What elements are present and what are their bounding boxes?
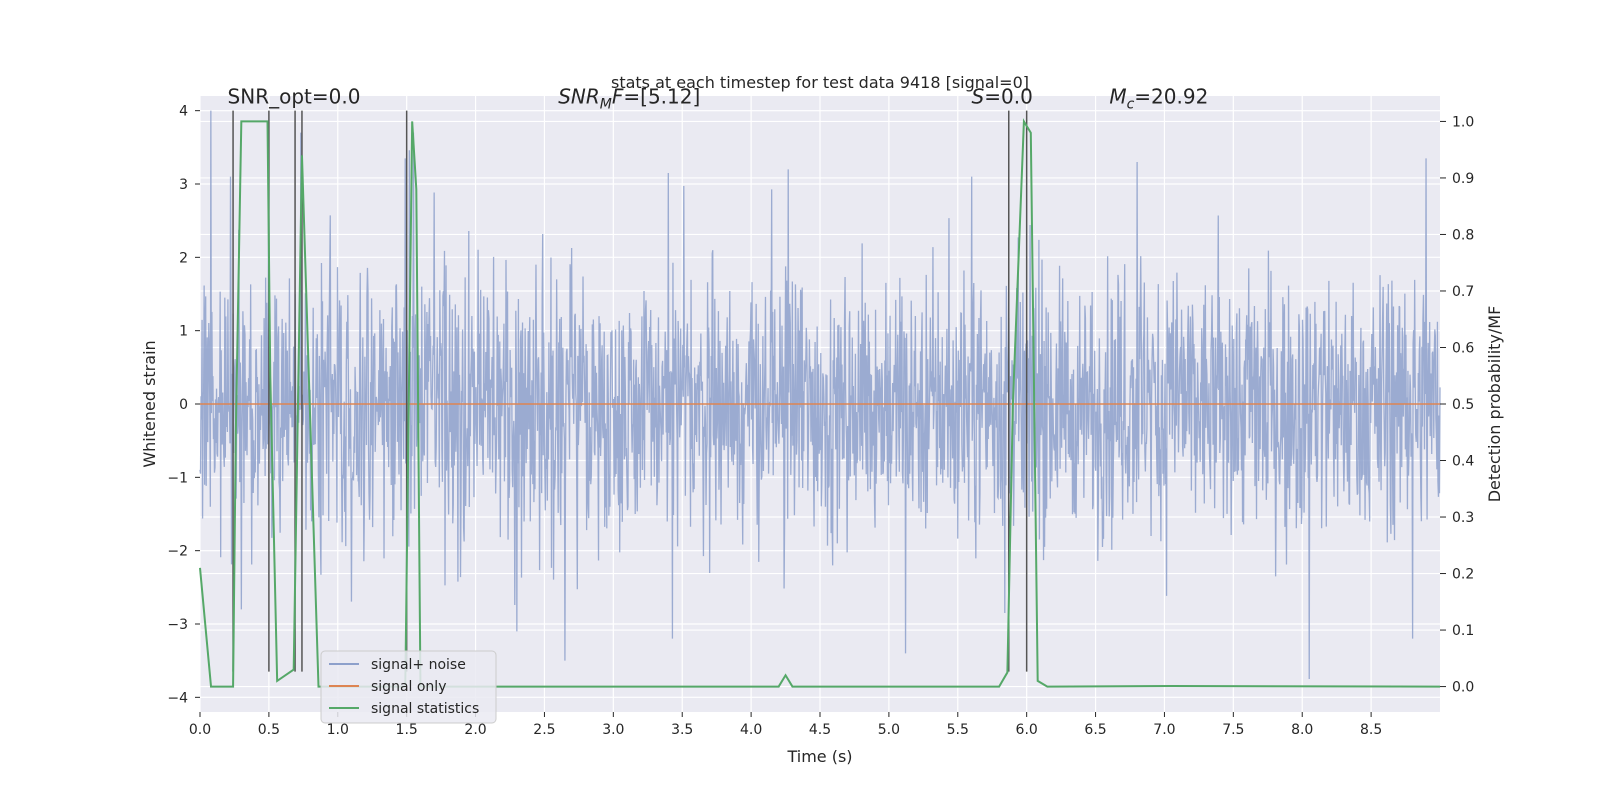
y-tick-label: 1 bbox=[179, 324, 188, 340]
y2-tick-label: 0.8 bbox=[1452, 227, 1474, 243]
x-tick-label: 3.5 bbox=[671, 722, 693, 738]
legend: signal+ noise signal only signal statist… bbox=[320, 650, 497, 724]
x-tick-label: 8.0 bbox=[1291, 722, 1313, 738]
x-tick-label: 6.0 bbox=[1016, 722, 1038, 738]
x-tick-label: 7.0 bbox=[1153, 722, 1175, 738]
y2-axis-ticks: 0.0 0.1 0.2 0.3 0.4 0.5 0.6 0.7 0.8 0.9 1.0 bbox=[1440, 114, 1474, 696]
x-tick-label: 5.0 bbox=[878, 722, 900, 738]
y2-tick-label: 0.9 bbox=[1452, 171, 1474, 187]
y2-tick-label: 0.6 bbox=[1452, 340, 1474, 356]
x-tick-label: 0.5 bbox=[258, 722, 280, 738]
x-tick-label: 5.5 bbox=[947, 722, 969, 738]
y-axis-title: Whitened strain bbox=[140, 340, 159, 467]
y-tick-label: 4 bbox=[179, 104, 188, 120]
legend-label-signal-statistics: signal statistics bbox=[371, 701, 479, 717]
x-tick-label: 3.0 bbox=[602, 722, 624, 738]
y2-tick-label: 0.2 bbox=[1452, 567, 1474, 583]
signal-statistics-line bbox=[199, 118, 1441, 688]
x-axis-ticks: 0.0 0.5 1.0 1.5 2.0 2.5 3.0 3.5 4.0 4.5 5.0 5.5 6.0 6… bbox=[189, 712, 1382, 738]
y-tick-label: −3 bbox=[167, 617, 188, 633]
x-tick-label: 0.0 bbox=[189, 722, 211, 738]
y-tick-label: −2 bbox=[167, 544, 188, 560]
y2-tick-label: 0.1 bbox=[1452, 623, 1474, 639]
y2-tick-label: 0.4 bbox=[1452, 454, 1474, 470]
y2-tick-label: 1.0 bbox=[1452, 114, 1474, 130]
x-tick-label: 1.5 bbox=[396, 722, 418, 738]
signal-statistics-series bbox=[199, 118, 1441, 688]
y-tick-label: −1 bbox=[167, 470, 188, 486]
annotation-2: S=0.0 bbox=[972, 84, 1033, 108]
annotation-3: Mc=20.92 bbox=[1109, 84, 1208, 112]
y2-tick-label: 0.0 bbox=[1452, 680, 1474, 696]
x-axis-title: Time (s) bbox=[786, 747, 852, 766]
y-tick-label: 3 bbox=[179, 177, 188, 193]
x-tick-label: 4.5 bbox=[809, 722, 831, 738]
legend-label-signal-noise: signal+ noise bbox=[371, 657, 466, 673]
legend-label-signal-only: signal only bbox=[371, 679, 446, 695]
y2-tick-label: 0.7 bbox=[1452, 284, 1474, 300]
x-tick-label: 7.5 bbox=[1222, 722, 1244, 738]
x-tick-label: 8.5 bbox=[1360, 722, 1382, 738]
annotation-1: SNRMF=[5.12] bbox=[558, 84, 700, 112]
x-tick-label: 2.0 bbox=[464, 722, 486, 738]
x-tick-label: 6.5 bbox=[1084, 722, 1106, 738]
x-tick-label: 2.5 bbox=[533, 722, 555, 738]
y2-axis-title: Detection probability/MF bbox=[1485, 306, 1504, 503]
annotations: SNR_opt=0.0 SNRMF=[5.12] S=0.0 Mc=20.92 bbox=[228, 84, 1209, 112]
y-tick-label: −4 bbox=[167, 690, 188, 706]
y2-tick-label: 0.3 bbox=[1452, 510, 1474, 526]
x-tick-label: 4.0 bbox=[740, 722, 762, 738]
x-tick-label: 1.0 bbox=[327, 722, 349, 738]
legend-box bbox=[320, 650, 497, 724]
annotation-0: SNR_opt=0.0 bbox=[228, 84, 361, 108]
y-axis-ticks: −4 −3 −2 −1 0 1 2 3 4 bbox=[167, 104, 200, 706]
chart-title: stats at each timestep for test data 941… bbox=[611, 73, 1029, 92]
y-tick-label: 0 bbox=[179, 397, 188, 413]
y2-tick-label: 0.5 bbox=[1452, 397, 1474, 413]
y-tick-label: 2 bbox=[179, 250, 188, 266]
